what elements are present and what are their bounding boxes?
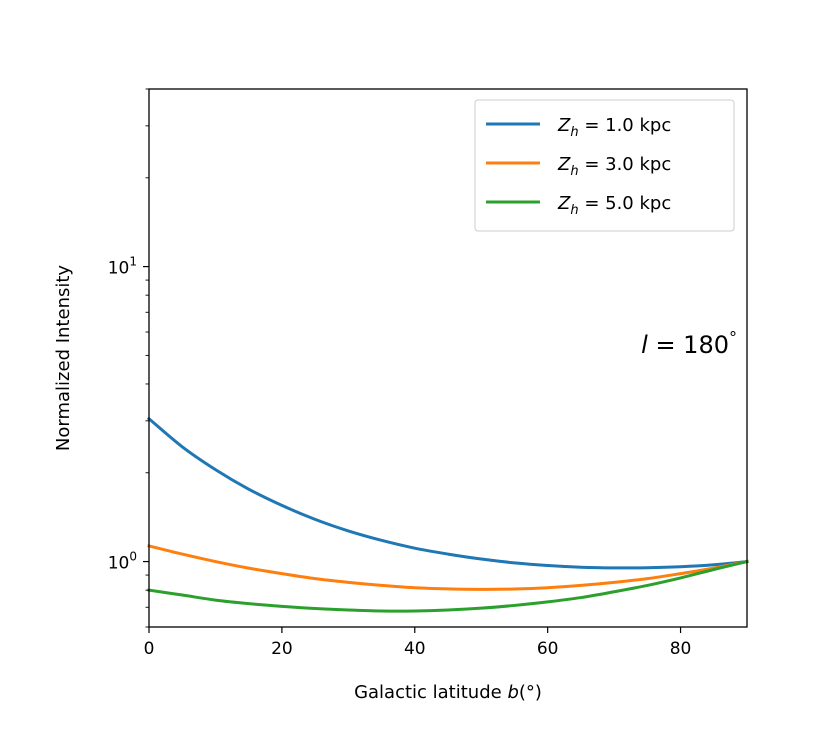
x-axis-label: Galactic latitude b(°) [354,682,542,703]
legend-box [474,99,735,232]
y-axis: 100 101 [108,88,149,628]
annotation-label: l = 180° [641,328,737,359]
series-layer [146,416,749,613]
x-tick-label: 40 [404,639,426,659]
y-tick-label: 101 [108,255,137,279]
legend-label-2: Zh = 3.0 kpc [557,154,671,179]
series-line-1 [146,416,749,570]
series-line-2 [147,544,749,591]
y-tick-label: 100 [108,550,137,574]
y-axis-label: Normalized Intensity [53,265,74,451]
x-axis: 0 20 40 60 80 [144,627,692,659]
x-tick-label: 60 [537,639,559,659]
legend-label-1: Zh = 1.0 kpc [557,115,671,140]
x-tick-label: 80 [670,639,692,659]
series-line-3 [147,559,749,613]
legend-label-3: Zh = 5.0 kpc [557,193,671,218]
x-tick-label: 0 [144,639,155,659]
legend: Zh = 1.0 kpc Zh = 3.0 kpc Zh = 5.0 kpc [474,99,735,232]
plot-frame [148,88,748,628]
x-tick-label: 20 [271,639,293,659]
